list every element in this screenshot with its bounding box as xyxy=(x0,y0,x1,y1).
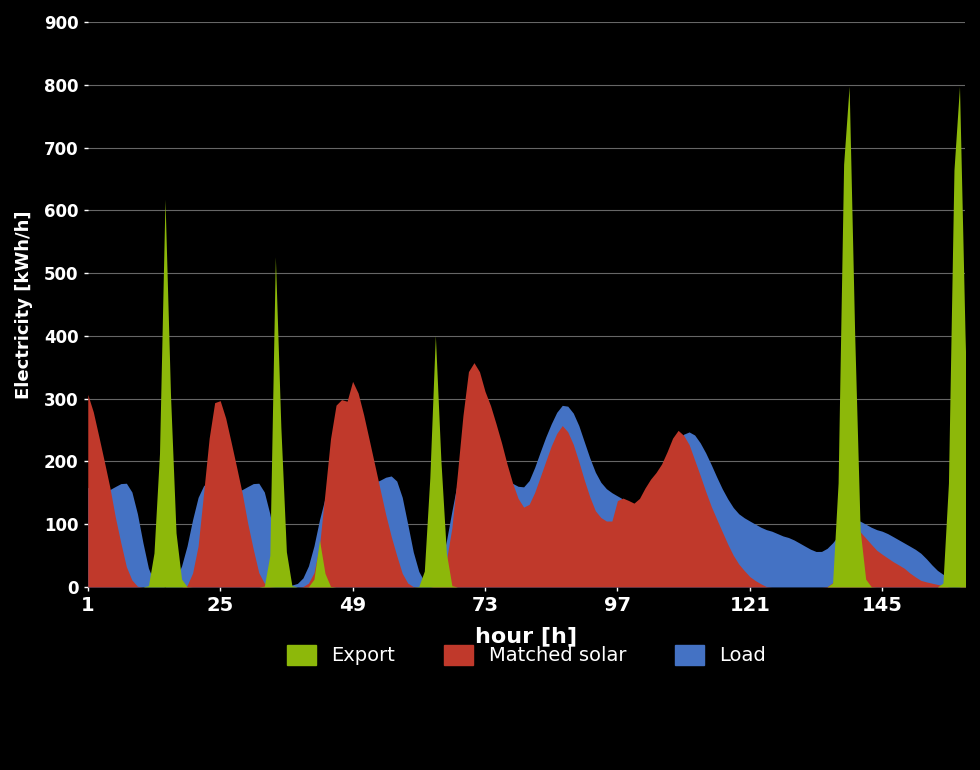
Y-axis label: Electricity [kWh/h]: Electricity [kWh/h] xyxy=(15,210,33,399)
Legend: Export, Matched solar, Load: Export, Matched solar, Load xyxy=(279,637,774,673)
X-axis label: hour [h]: hour [h] xyxy=(475,626,577,646)
